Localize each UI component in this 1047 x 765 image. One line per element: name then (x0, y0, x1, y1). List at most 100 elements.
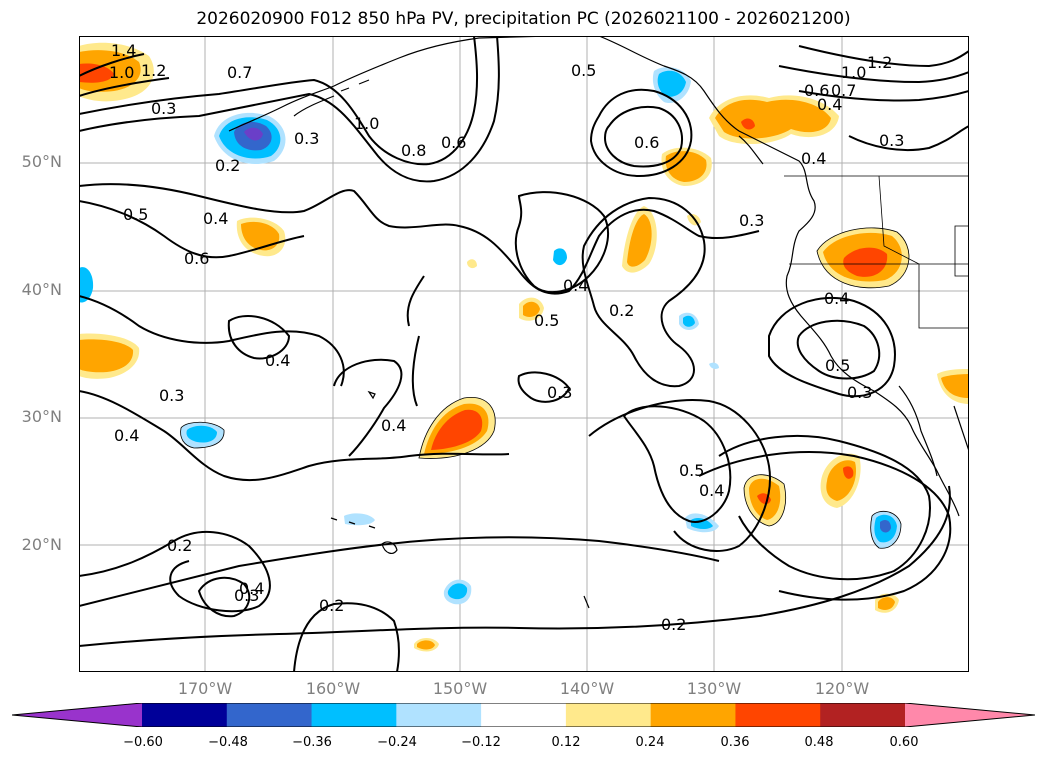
pv-contour-16 (197, 576, 251, 618)
precip-neg-k (709, 362, 719, 369)
lat-label-50n: 50°N (21, 152, 62, 171)
colorbar (12, 703, 1035, 727)
contour-label: 0.4 (563, 276, 588, 295)
colorbar-tick-label: 0.36 (720, 735, 750, 750)
contour-label: 0.4 (817, 95, 842, 114)
alaska-coast (228, 36, 960, 517)
lat-label-30n: 30°N (21, 407, 62, 426)
thin-contour-a (418, 397, 496, 459)
precip-blob-e-core (715, 99, 831, 139)
contour-label: 0.4 (381, 416, 406, 435)
lon-label-130w: 130°W (686, 679, 742, 698)
colorbar-tick-label: −0.60 (123, 735, 163, 750)
pv-contour-7 (589, 88, 693, 178)
precip-neg-h-core (691, 518, 713, 529)
contour-label: 0.4 (265, 351, 290, 370)
pv-contour-25 (406, 125, 969, 327)
contour-label: 0.2 (319, 596, 344, 615)
contour-label: 0.3 (879, 131, 904, 150)
pv-contour-17 (79, 536, 720, 607)
contour-label: 0.2 (215, 156, 240, 175)
contour-label: 0.6 (634, 133, 659, 152)
contour-label: 0.4 (239, 579, 264, 598)
thin-contour-b (743, 474, 786, 527)
colorbar-segment (481, 703, 567, 727)
map-svg: 1.4 1.2 1.0 0.7 0.3 1.0 0.3 0.2 0.8 0.6 … (79, 36, 969, 672)
lon-label-160w: 160°W (305, 679, 361, 698)
colorbar-tick-label: 0.12 (551, 735, 581, 750)
colorbar-segment (396, 703, 482, 727)
pv-contour-10 (796, 319, 881, 380)
colorbar-segment (650, 703, 736, 727)
pv-contour-12 (588, 399, 771, 552)
contour-label: 0.5 (679, 461, 704, 480)
contour-label: 0.5 (571, 61, 596, 80)
contour-label: 0.3 (151, 99, 176, 118)
pv-contour-31 (411, 335, 420, 407)
pv-contour-24 (79, 295, 345, 387)
pv-contour-8 (603, 106, 683, 168)
pv-contour-18 (293, 602, 400, 672)
contour-label: 0.5 (123, 205, 148, 224)
map-panel[interactable]: 1.4 1.2 1.0 0.7 0.3 1.0 0.3 0.2 0.8 0.6 … (79, 36, 969, 672)
precip-neg-c (79, 267, 94, 303)
pv-contour-1 (79, 36, 479, 166)
pv-contour-27 (778, 65, 969, 84)
colorbar-tick-label: −0.48 (208, 735, 248, 750)
colorbar-segments (12, 703, 1035, 727)
small-island-b (583, 595, 590, 609)
precip-blob-w-core (79, 339, 134, 373)
contour-label: 0.4 (114, 426, 139, 445)
hawaii-islands (330, 517, 398, 554)
contour-label: 0.4 (824, 289, 849, 308)
precip-neg-i-center (880, 520, 891, 533)
pv-contour-19 (79, 485, 951, 647)
precip-neg-a-center (244, 127, 263, 141)
coastlines (228, 36, 969, 609)
pv-contour-2 (79, 36, 500, 183)
colorbar-segment (142, 703, 228, 727)
contour-label: 0.5 (825, 356, 850, 375)
contour-label: 1.4 (111, 41, 136, 60)
pv-contour-30 (79, 77, 170, 97)
contour-label: 0.4 (699, 481, 724, 500)
precip-neg-f (553, 248, 567, 266)
colorbar-segment (565, 703, 652, 727)
precip-negative-areas (79, 67, 901, 605)
precip-blob-a-core (241, 221, 280, 251)
thin-contour-e (870, 510, 902, 549)
colorbar-segment (905, 703, 1035, 727)
precip-neg-g-core (683, 315, 695, 327)
precip-blob-central-center (431, 409, 483, 450)
contour-label: 0.3 (547, 383, 572, 402)
contour-label: 0.3 (159, 386, 184, 405)
chart-title: 2026020900 F012 850 hPa PV, precipitatio… (196, 9, 851, 29)
precip-blob-e-center (741, 118, 755, 130)
precip-blob-h-center (843, 466, 854, 479)
precip-neg-e-core (447, 583, 468, 600)
pv-contour-26 (798, 45, 969, 68)
precip-neg-j (344, 513, 375, 526)
lon-label-120w: 120°W (814, 679, 870, 698)
baja-coast (898, 385, 969, 477)
colorbar-segment (12, 703, 142, 727)
contour-label: 0.6 (441, 133, 466, 152)
contour-label: 0.7 (831, 81, 856, 100)
haida-gwaii (738, 135, 764, 165)
colorbar-segment (735, 703, 821, 727)
contour-label: 0.4 (203, 209, 228, 228)
aleutian-islands (293, 79, 370, 117)
contour-label: 0.6 (804, 81, 829, 100)
contour-label: 0.3 (294, 129, 319, 148)
contour-label: 0.2 (661, 615, 686, 634)
pv-contour-3 (79, 183, 760, 295)
pv-contour-13 (718, 435, 931, 581)
borders (784, 175, 969, 329)
lon-label-150w: 150°W (432, 679, 488, 698)
colorbar-tick-label: −0.24 (377, 735, 417, 750)
pv-contour-20 (227, 315, 291, 360)
pv-contour-4 (79, 200, 305, 259)
precip-blob-b-core (523, 301, 540, 317)
contour-label: 1.2 (141, 61, 166, 80)
lat-label-40n: 40°N (21, 280, 62, 299)
